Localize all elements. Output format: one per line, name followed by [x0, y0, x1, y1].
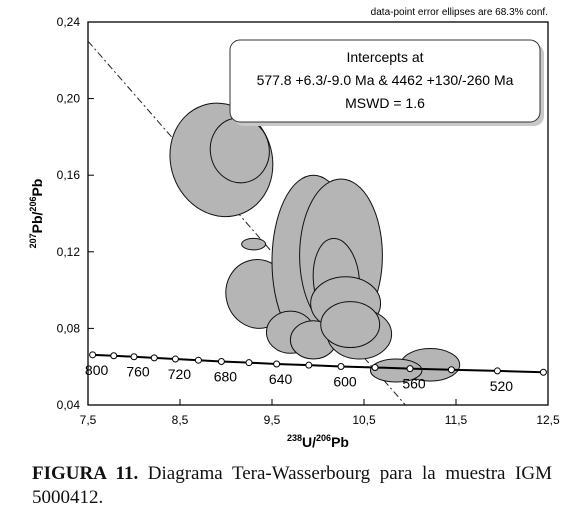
- caption-label: FIGURA 11.: [32, 463, 139, 484]
- x-axis-label: 238U/206Pb: [287, 433, 349, 450]
- error-ellipse: [369, 358, 423, 383]
- concordia-marker: [273, 360, 281, 368]
- age-label: 560: [402, 376, 426, 392]
- concordia-marker: [130, 353, 138, 361]
- discordia-line: [87, 40, 406, 406]
- x-tick-label: 12,5: [536, 413, 560, 427]
- age-label: 680: [214, 369, 238, 385]
- age-label: 800: [85, 362, 109, 378]
- ellipse-layer: [169, 102, 461, 383]
- x-tick-label: 10,5: [352, 413, 376, 427]
- discordia-layer: [87, 40, 406, 406]
- x-tick-label: 9,5: [264, 413, 281, 427]
- y-tick-label: 0,08: [57, 321, 81, 335]
- concordia-marker: [217, 358, 225, 366]
- age-label: 600: [333, 374, 357, 390]
- annotation-line-2: 577.8 +6.3/-9.0 Ma & 4462 +130/-260 Ma: [257, 72, 514, 88]
- concordia-marker: [305, 361, 313, 369]
- age-label: 520: [490, 378, 514, 394]
- concordia-marker: [89, 351, 97, 359]
- error-ellipse: [320, 301, 381, 349]
- y-tick-label: 0,20: [57, 92, 81, 106]
- y-tick-label: 0,04: [57, 398, 81, 412]
- figure-caption: FIGURA 11. Diagrama Tera-Wasserbourg par…: [32, 462, 552, 510]
- age-label: 640: [269, 371, 293, 387]
- y-tick-label: 0,24: [57, 15, 81, 29]
- error-ellipse: [241, 237, 267, 251]
- concordia-marker: [245, 359, 253, 367]
- concordia-layer: 800 760 720 680 640 600 560 520: [85, 351, 547, 394]
- y-tick-label: 0,16: [57, 168, 81, 182]
- concordia-marker: [194, 356, 202, 364]
- x-tick-label: 11,5: [445, 413, 468, 427]
- annotation-line-3: MSWD = 1.6: [345, 95, 425, 111]
- annotation-line-1: Intercepts at: [346, 49, 423, 65]
- concordia-marker: [539, 368, 547, 376]
- caption-text: Diagrama Tera-Wasserbourg para la muestr…: [32, 463, 552, 508]
- concordia-marker: [406, 365, 414, 373]
- age-label: 720: [168, 366, 192, 382]
- concordia-marker: [371, 363, 379, 371]
- concordia-curve: [92, 353, 544, 374]
- concordia-marker: [447, 366, 455, 374]
- y-axis-label: 207Pb/206Pb: [28, 179, 45, 249]
- y-tick-label: 0,12: [57, 245, 81, 259]
- concordia-marker: [337, 363, 345, 371]
- x-tick-label: 8,5: [172, 413, 189, 427]
- age-label: 760: [126, 364, 150, 380]
- concordia-marker: [493, 367, 501, 375]
- concordia-marker: [110, 352, 118, 360]
- chart-note: data-point error ellipses are 68.3% conf…: [371, 7, 548, 18]
- concordia-marker: [171, 355, 179, 363]
- intercepts-annotation: Intercepts at 577.8 +6.3/-9.0 Ma & 4462 …: [229, 39, 544, 126]
- x-tick-label: 7,5: [80, 413, 97, 427]
- ticks-layer: 7,5 8,5 9,5 10,5 11,5 12,5 0,04 0,08 0,12 0,16 0,2…: [57, 15, 560, 427]
- concordia-marker: [150, 354, 158, 362]
